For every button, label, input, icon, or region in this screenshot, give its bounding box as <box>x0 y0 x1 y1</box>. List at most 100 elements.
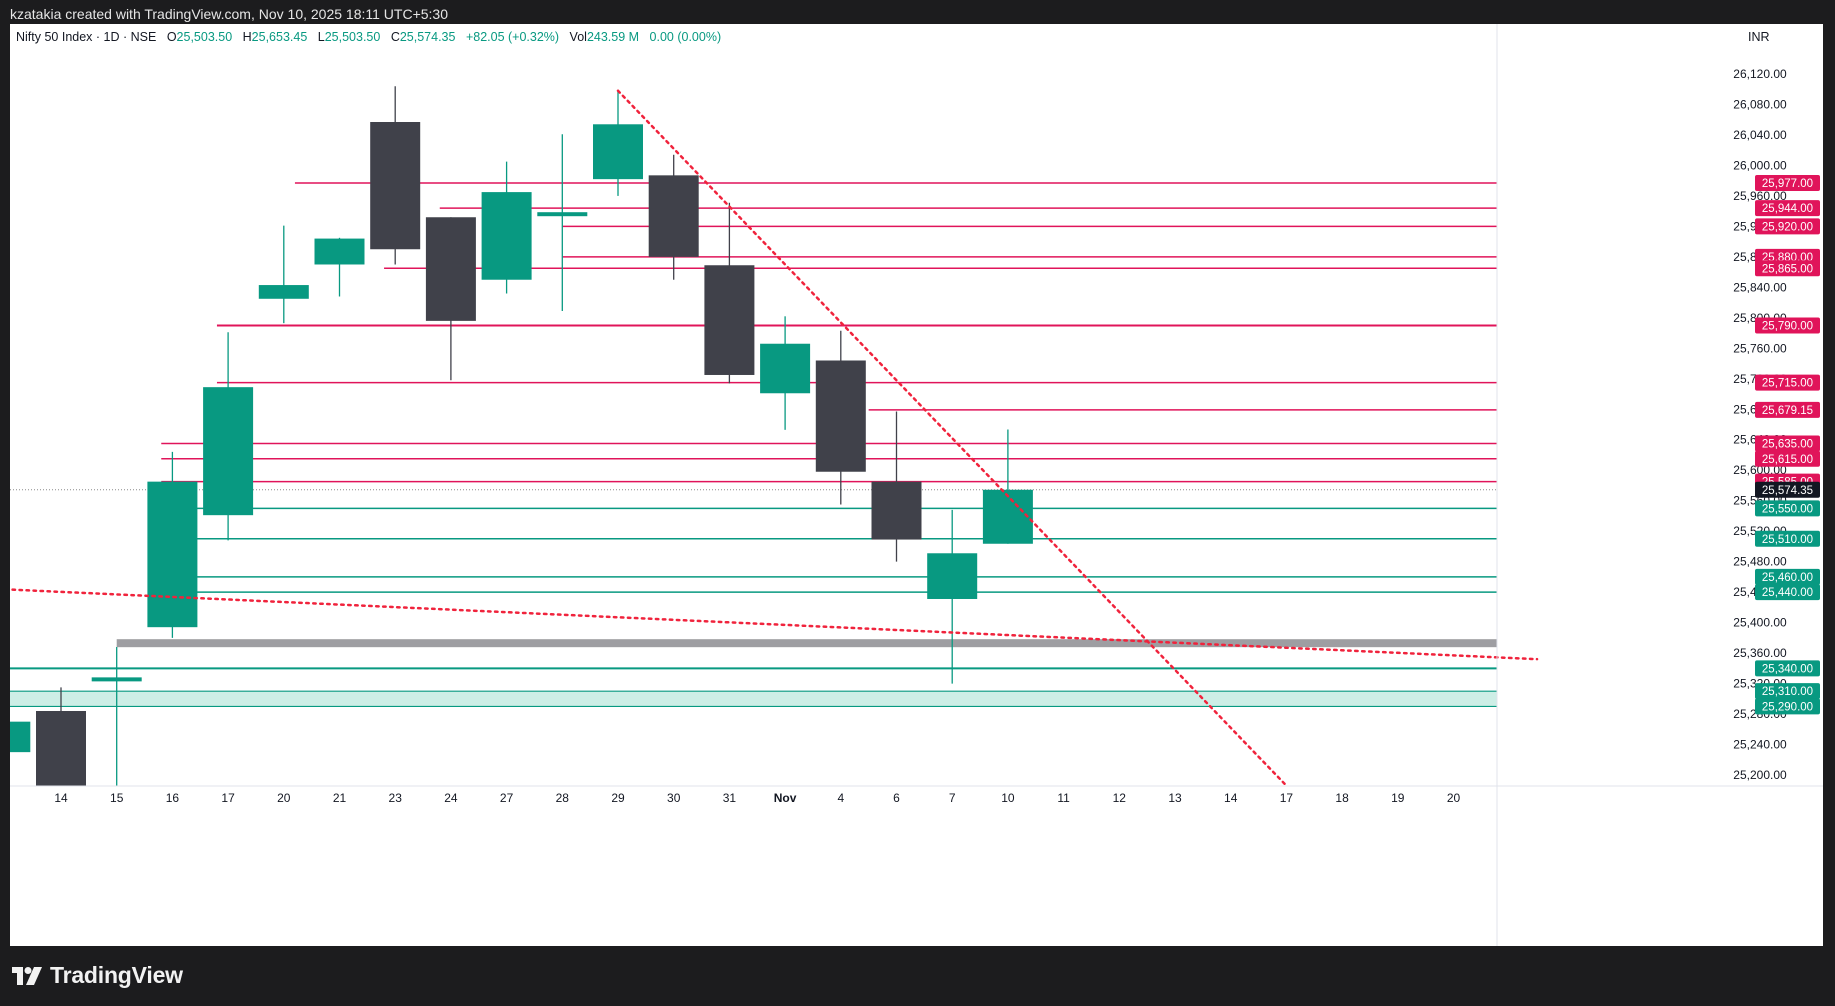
x-tick-label: 4 <box>837 791 844 805</box>
resistance-price-tag: 25,977.00 <box>1762 178 1813 190</box>
y-tick-label: 25,240.00 <box>1733 738 1787 752</box>
x-tick-label: 17 <box>1280 791 1294 805</box>
candle-up <box>927 553 978 599</box>
candlestick-chart[interactable]: 26,120.00 26,080.00 26,040.00 26,000.00 25,9… <box>10 24 1823 946</box>
y-tick-label: 26,040.00 <box>1733 128 1787 142</box>
x-tick-label: 19 <box>1391 791 1405 805</box>
candle-up <box>537 212 588 217</box>
x-tick-label: 14 <box>54 791 68 805</box>
x-tick-label: 23 <box>389 791 403 805</box>
x-tick-label: 18 <box>1335 791 1349 805</box>
x-tick-label: Nov <box>774 791 797 805</box>
x-tick-label: 11 <box>1057 791 1070 805</box>
candle-down <box>425 217 476 321</box>
legend-close: 25,574.35 <box>400 30 456 44</box>
candle-up <box>203 387 254 516</box>
y-tick-label: 25,200.00 <box>1733 768 1787 782</box>
resistance-price-tag: 25,944.00 <box>1762 203 1813 215</box>
candle-down <box>370 122 421 250</box>
support-price-tag-bg <box>1755 500 1820 517</box>
last-price-tag: 25,574.35 <box>1762 485 1813 497</box>
x-tick-label: 16 <box>166 791 180 805</box>
zone-top-price-tag: 25,310.00 <box>1762 686 1813 698</box>
y-tick-label: 26,000.00 <box>1733 158 1787 172</box>
candle-up <box>982 489 1033 544</box>
y-tick-label: 26,120.00 <box>1733 67 1787 81</box>
x-tick-label: 6 <box>893 791 900 805</box>
resistance-price-tag-bg <box>1755 374 1820 391</box>
x-tick-label: 17 <box>221 791 235 805</box>
resistance-price-tag: 25,679.15 <box>1762 405 1813 417</box>
resistance-price-tag-bg <box>1755 260 1820 277</box>
trendlines-layer <box>10 89 1539 787</box>
bands-layer <box>116 639 1498 648</box>
zone-bottom-price-tag-bg <box>1755 698 1820 715</box>
x-tick-label: 21 <box>333 791 347 805</box>
legend-change: +82.05 (+0.32%) <box>466 30 559 44</box>
resistance-price-tag: 25,615.00 <box>1762 454 1813 466</box>
support-price-tag: 25,460.00 <box>1762 572 1813 584</box>
resistance-price-tag-bg <box>1755 317 1820 334</box>
zone-top-price-tag-bg <box>1755 683 1820 700</box>
x-tick-label: 31 <box>723 791 737 805</box>
support-price-tag-bg <box>1755 568 1820 585</box>
currency-label[interactable]: INR <box>1748 30 1770 44</box>
candle-up <box>147 481 198 628</box>
resistance-price-tag: 25,920.00 <box>1762 221 1813 233</box>
support-price-tag-bg <box>1755 660 1820 677</box>
levels-layer <box>10 182 1497 670</box>
x-tick-label: 29 <box>611 791 625 805</box>
x-tick-label: 30 <box>667 791 681 805</box>
legend-high-label: H <box>243 30 252 44</box>
candle-down <box>648 175 699 257</box>
resistance-price-tag-bg <box>1755 401 1820 418</box>
tradingview-logo[interactable]: TradingView <box>12 962 183 989</box>
support-price-tag-bg <box>1755 584 1820 601</box>
legend-low: 25,503.50 <box>325 30 381 44</box>
x-tick-label: 24 <box>444 791 458 805</box>
legend-volume-change: 0.00 (0.00%) <box>650 30 722 44</box>
zone-bottom-price-tag: 25,290.00 <box>1762 701 1813 713</box>
y-tick-label: 25,360.00 <box>1733 646 1787 660</box>
support-price-tag: 25,550.00 <box>1762 503 1813 515</box>
resistance-price-tag: 25,635.00 <box>1762 439 1813 451</box>
tradingview-logo-icon <box>12 966 42 985</box>
resistance-price-tag: 25,865.00 <box>1762 263 1813 275</box>
chart-attribution: kzatakia created with TradingView.com, N… <box>10 6 449 22</box>
candles-layer <box>10 86 1033 786</box>
x-tick-label: 12 <box>1113 791 1127 805</box>
candle-up <box>481 192 532 280</box>
candle-up <box>593 124 643 180</box>
resistance-price-tag-bg <box>1755 174 1820 191</box>
candle-down <box>815 360 866 472</box>
x-tick-label: 13 <box>1168 791 1182 805</box>
chart-legend: Nifty 50 Index · 1D · NSE O25,503.50 H25… <box>16 30 721 44</box>
legend-high: 25,653.45 <box>252 30 308 44</box>
legend-symbol: Nifty 50 Index · 1D · NSE <box>16 30 156 44</box>
price-tags-layer: 25,977.0025,944.0025,920.0025,880.0025,8… <box>1755 174 1820 715</box>
resistance-price-tag: 25,790.00 <box>1762 320 1813 332</box>
trendline <box>10 588 1539 661</box>
x-tick-label: 20 <box>1447 791 1461 805</box>
y-tick-label: 25,400.00 <box>1733 616 1787 630</box>
x-tick-label: 27 <box>500 791 514 805</box>
support-price-tag: 25,440.00 <box>1762 587 1813 599</box>
resistance-price-tag-bg <box>1755 218 1820 235</box>
candle-up <box>10 721 31 753</box>
legend-close-label: C <box>391 30 400 44</box>
x-tick-label: 7 <box>949 791 956 805</box>
x-tick-label: 14 <box>1224 791 1238 805</box>
support-price-tag: 25,340.00 <box>1762 663 1813 675</box>
candle-down <box>36 710 86 786</box>
y-tick-label: 25,960.00 <box>1733 189 1787 203</box>
legend-low-label: L <box>318 30 325 44</box>
chart-panel[interactable]: 26,120.00 26,080.00 26,040.00 26,000.00 25,9… <box>10 24 1823 946</box>
resistance-price-tag: 25,715.00 <box>1762 378 1813 390</box>
x-tick-label: 10 <box>1001 791 1015 805</box>
candle-up <box>760 343 811 394</box>
support-price-tag-bg <box>1755 530 1820 547</box>
candle-up <box>91 677 142 682</box>
legend-volume: 243.59 M <box>587 30 639 44</box>
x-tick-label: 28 <box>556 791 570 805</box>
y-tick-label: 25,840.00 <box>1733 280 1787 294</box>
